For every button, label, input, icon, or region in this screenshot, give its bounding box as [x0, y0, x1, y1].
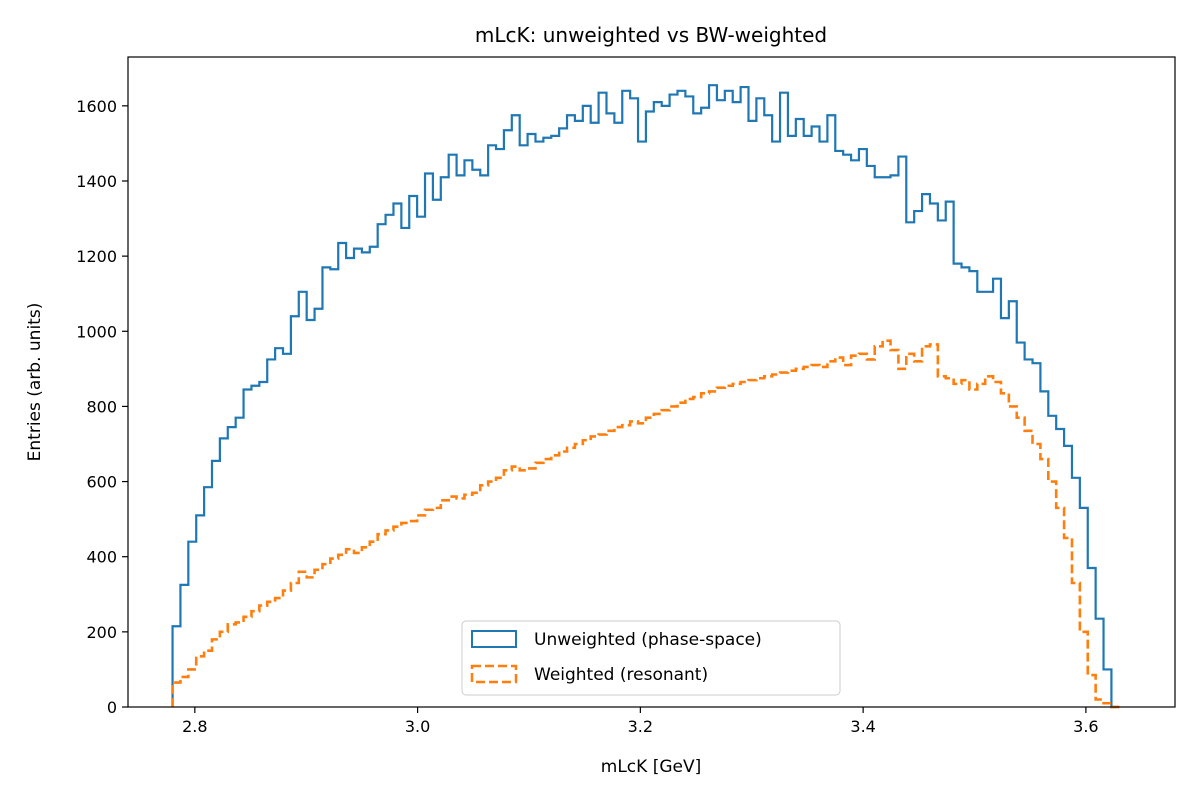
legend: Unweighted (phase-space) Weighted (reson… — [461, 620, 841, 696]
y-axis: 0 200 400 600 800 1000 1200 1400 1600 — [76, 97, 128, 717]
x-axis-label: mLcK [GeV] — [601, 757, 701, 777]
legend-swatch-unweighted — [471, 630, 517, 648]
y-tick-label: 600 — [86, 473, 117, 492]
x-tick-label: 3.0 — [405, 717, 430, 736]
legend-label-unweighted: Unweighted (phase-space) — [534, 630, 762, 650]
x-tick-label: 2.8 — [182, 717, 207, 736]
y-tick-label: 1200 — [76, 247, 117, 266]
series-line-unweighted — [171, 84, 1120, 709]
x-tick-label: 3.2 — [628, 717, 653, 736]
y-tick-label: 800 — [86, 397, 117, 416]
legend-label-weighted: Weighted (resonant) — [534, 665, 708, 685]
plot-area — [127, 56, 1176, 709]
x-tick-label: 3.4 — [850, 717, 875, 736]
legend-swatch-weighted — [470, 664, 518, 684]
plot-frame — [127, 56, 1176, 708]
chart-title: mLcK: unweighted vs BW-weighted — [475, 23, 827, 47]
series-layer — [171, 84, 1120, 709]
y-tick-label: 200 — [86, 623, 117, 642]
y-axis-label: Entries (arb. units) — [25, 303, 45, 462]
x-axis: 2.8 3.0 3.2 3.4 3.6 — [182, 707, 1099, 736]
legend-box — [461, 620, 841, 696]
y-tick-label: 1000 — [76, 322, 117, 341]
x-tick-label: 3.6 — [1073, 717, 1098, 736]
y-tick-label: 1600 — [76, 97, 117, 116]
series-line-weighted — [171, 339, 1120, 709]
y-tick-label: 400 — [86, 548, 117, 567]
y-tick-label: 1400 — [76, 172, 117, 191]
y-tick-label: 0 — [107, 698, 117, 717]
